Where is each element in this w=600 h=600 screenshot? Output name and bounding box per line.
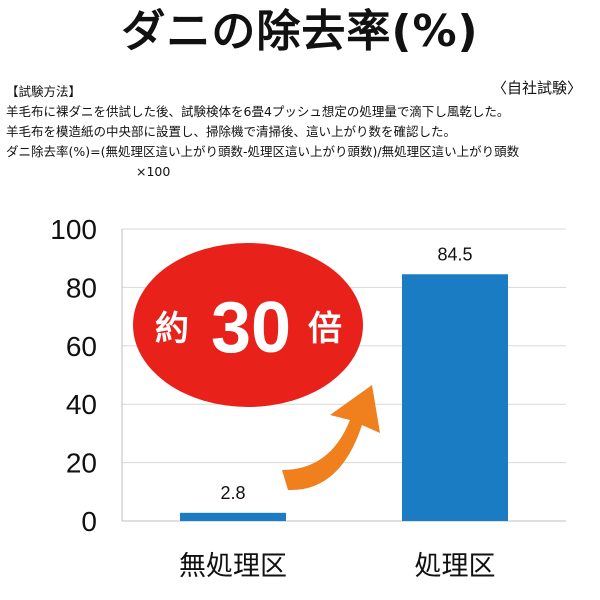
x-tick-label: 無処理区: [179, 551, 287, 582]
method-heading: 【試験方法】: [6, 84, 82, 99]
badge-prefix: 約: [155, 310, 189, 348]
y-tick-label: 80: [66, 272, 97, 303]
method-line-3: ダニ除去率(%)=(無処理区這い上がり頭数-処理区這い上がり頭数)/無処理区這い…: [6, 144, 520, 159]
method-line-1: 羊毛布に裸ダニを供試した後、試験検体を6畳4プッシュ想定の処理量で滴下し風乾した…: [6, 104, 510, 119]
method-line-4: ×100: [136, 164, 171, 179]
y-tick-label: 20: [66, 448, 97, 479]
badge-ellipse: [133, 243, 363, 407]
data-label: 2.8: [220, 483, 245, 503]
y-tick-label: 0: [81, 506, 97, 537]
test-method: 【試験方法】 羊毛布に裸ダニを供試した後、試験検体を6畳4プッシュ想定の処理量で…: [6, 82, 586, 182]
method-line-2: 羊毛布を模造紙の中央部に設置し、掃除機で清掃後、這い上がり数を確認した。: [6, 124, 457, 139]
source-note: 〈自社試験〉: [491, 79, 582, 97]
bars: [180, 274, 508, 521]
y-tick-label: 40: [66, 389, 97, 420]
y-tick-label: 100: [50, 214, 97, 245]
y-tick-labels: 0 20 40 60 80 100: [50, 214, 97, 537]
chart-title: ダニの除去率(%): [121, 6, 479, 57]
data-label: 84.5: [437, 244, 472, 264]
data-labels: 2.8 84.5: [220, 244, 472, 503]
arrow-icon: [282, 385, 380, 491]
x-tick-label: 処理区: [415, 551, 496, 582]
badge-suffix: 倍: [308, 310, 342, 348]
x-tick-labels: 無処理区 処理区: [179, 551, 496, 582]
y-tick-label: 60: [66, 331, 97, 362]
badge-number: 30: [211, 288, 291, 368]
bar-1: [180, 512, 286, 521]
bar-2: [402, 274, 508, 521]
multiplier-badge: 約 30 倍: [133, 243, 363, 407]
